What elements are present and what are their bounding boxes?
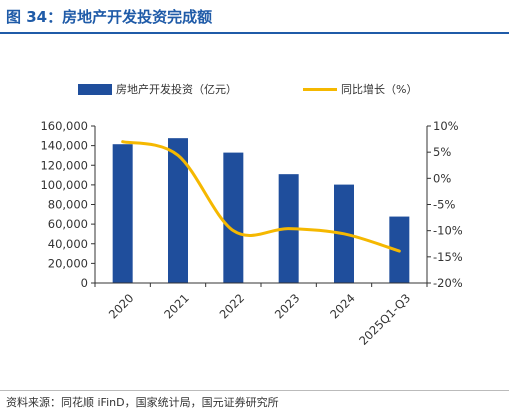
x-tick-label: 2020 bbox=[106, 291, 137, 322]
source-divider bbox=[0, 390, 509, 391]
left-tick-label: 20,000 bbox=[48, 256, 88, 270]
left-tick-label: 100,000 bbox=[40, 178, 88, 192]
bar-2020 bbox=[112, 144, 133, 283]
chart-legend: 房地产开发投资（亿元） 同比增长（%） bbox=[0, 78, 509, 100]
right-tick-label: 10% bbox=[433, 119, 459, 133]
right-tick-label: -5% bbox=[433, 198, 455, 212]
legend-bar-label: 房地产开发投资（亿元） bbox=[116, 83, 237, 96]
left-tick-label: 140,000 bbox=[40, 139, 88, 153]
right-tick-label: -10% bbox=[433, 224, 463, 238]
right-tick-label: -15% bbox=[433, 250, 463, 264]
bar-2022 bbox=[223, 152, 244, 283]
right-tick-label: 5% bbox=[433, 145, 451, 159]
x-tick-label: 2025Q1-Q3 bbox=[356, 291, 413, 348]
left-tick-label: 40,000 bbox=[48, 237, 88, 251]
left-tick-label: 0 bbox=[81, 276, 88, 290]
x-tick-label: 2024 bbox=[327, 291, 358, 322]
left-tick-label: 160,000 bbox=[40, 119, 88, 133]
left-tick-label: 60,000 bbox=[48, 217, 88, 231]
figure-title: 图 34：房地产开发投资完成额 bbox=[6, 8, 213, 26]
legend-item-line: 同比增长（%） bbox=[303, 78, 417, 100]
legend-item-bar: 房地产开发投资（亿元） bbox=[78, 78, 237, 100]
right-tick-label: 0% bbox=[433, 171, 451, 185]
left-tick-label: 80,000 bbox=[48, 198, 88, 212]
bar-2021 bbox=[168, 138, 188, 283]
source-note: 资料来源：同花顺 iFinD，国家统计局，国元证券研究所 bbox=[6, 396, 279, 409]
chart-plot: 0 20,000 40,000 60,000 80,000 100,000 120,000 1… bbox=[40, 119, 463, 348]
growth-rate-line bbox=[121, 140, 401, 253]
x-tick-label: 2023 bbox=[272, 291, 303, 322]
x-tick-label: 2022 bbox=[217, 291, 248, 322]
title-divider bbox=[0, 32, 509, 34]
legend-line-swatch bbox=[303, 87, 337, 91]
right-tick-label: -20% bbox=[433, 276, 463, 290]
legend-line-label: 同比增长（%） bbox=[341, 83, 418, 96]
legend-bar-swatch bbox=[78, 83, 112, 95]
left-tick-label: 120,000 bbox=[40, 158, 88, 172]
x-tick-label: 2021 bbox=[161, 291, 192, 322]
